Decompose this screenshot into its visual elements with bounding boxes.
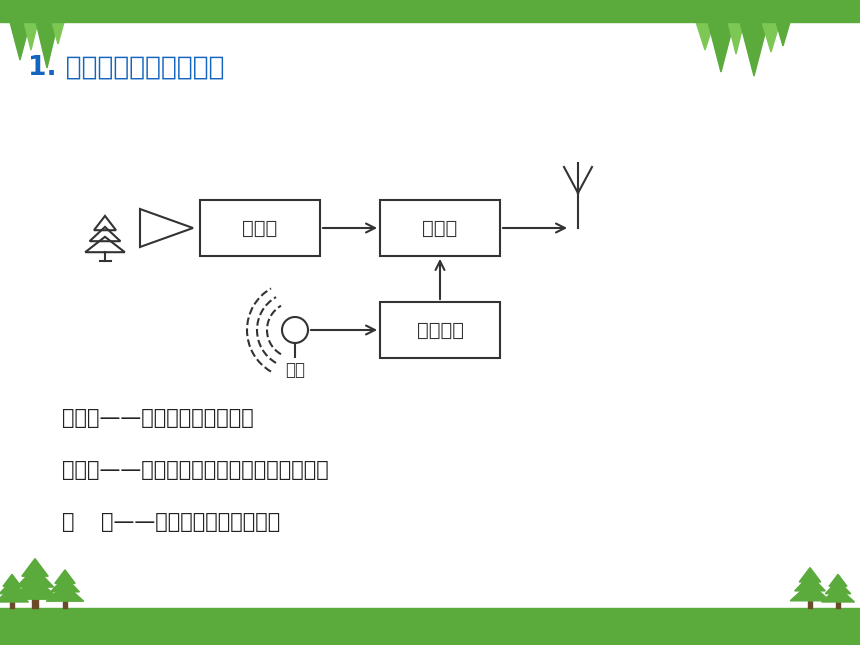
Polygon shape bbox=[3, 574, 21, 586]
Text: 话筒: 话筒 bbox=[285, 361, 305, 379]
Bar bbox=[0, 608, 860, 645]
Polygon shape bbox=[821, 587, 855, 602]
Polygon shape bbox=[10, 22, 30, 60]
Polygon shape bbox=[55, 570, 75, 584]
Polygon shape bbox=[762, 22, 780, 52]
Bar bbox=[10, 602, 14, 608]
Polygon shape bbox=[728, 22, 744, 54]
Bar bbox=[33, 599, 38, 608]
Polygon shape bbox=[46, 584, 83, 601]
Polygon shape bbox=[826, 580, 851, 594]
Polygon shape bbox=[829, 574, 847, 586]
Polygon shape bbox=[24, 22, 38, 50]
Polygon shape bbox=[16, 568, 53, 587]
Polygon shape bbox=[11, 577, 59, 599]
Polygon shape bbox=[790, 583, 830, 600]
Polygon shape bbox=[51, 577, 79, 592]
Text: 发射机——将电信号加载到频率很高的电流上: 发射机——将电信号加载到频率很高的电流上 bbox=[62, 460, 329, 480]
Bar bbox=[380, 200, 500, 256]
Polygon shape bbox=[740, 22, 768, 76]
Polygon shape bbox=[696, 22, 714, 50]
Polygon shape bbox=[52, 22, 64, 44]
Polygon shape bbox=[0, 580, 25, 594]
Text: 摄像机——将图像转换成电信号: 摄像机——将图像转换成电信号 bbox=[62, 408, 254, 428]
Text: 音频放大: 音频放大 bbox=[416, 321, 464, 339]
Polygon shape bbox=[708, 22, 734, 72]
Bar bbox=[808, 600, 812, 608]
Text: 1. 图像信号发射工作过程: 1. 图像信号发射工作过程 bbox=[28, 55, 224, 81]
Text: 摄像机: 摄像机 bbox=[243, 219, 278, 237]
Polygon shape bbox=[36, 22, 58, 68]
Bar bbox=[380, 302, 500, 358]
Bar bbox=[836, 602, 840, 608]
Polygon shape bbox=[0, 587, 28, 602]
Bar bbox=[0, 0, 860, 22]
Text: 天    线——将高频信号发射到空中: 天 线——将高频信号发射到空中 bbox=[62, 512, 280, 532]
Bar bbox=[200, 200, 320, 256]
Text: 发射机: 发射机 bbox=[422, 219, 458, 237]
Polygon shape bbox=[22, 559, 48, 576]
Polygon shape bbox=[776, 22, 790, 46]
Bar bbox=[63, 601, 67, 608]
Polygon shape bbox=[795, 575, 826, 591]
Polygon shape bbox=[799, 568, 820, 582]
